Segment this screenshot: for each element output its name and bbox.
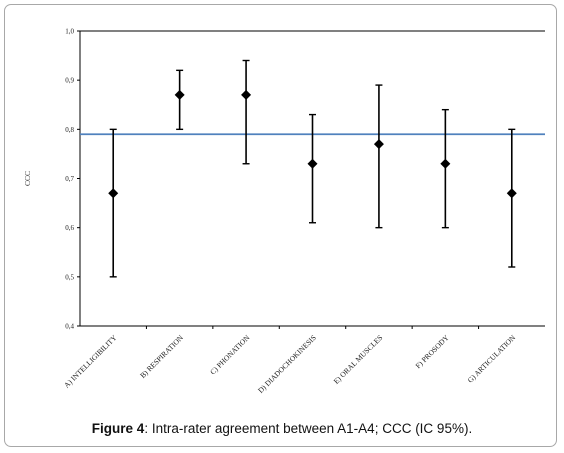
category-label: E) ORAL MUSCLES (332, 333, 385, 386)
figure-frame (4, 4, 557, 447)
y-ticks (77, 30, 80, 327)
caption-text: : Intra-rater agreement between A1-A4; C… (144, 421, 473, 436)
figure-label: Figure 4 (91, 421, 145, 436)
category-labels: A) INTELLIGIBILITY B) RESPIRATION C) PHONA… (62, 333, 518, 395)
y-tick-label: 1,0 (65, 28, 74, 36)
y-tick-label: 0,6 (65, 224, 74, 232)
y-axis-title: CCC (23, 171, 32, 186)
data-points (108, 89, 517, 199)
category-label: A) INTELLIGIBILITY (62, 333, 119, 390)
category-label: B) RESPIRATION (138, 333, 185, 380)
data-point (506, 188, 517, 199)
figure-caption: Figure 4: Intra-rater agreement between … (0, 421, 564, 436)
category-label: F) PROSODY (414, 333, 452, 371)
category-label: C) PHONATION (208, 333, 252, 377)
y-tick-label: 0,9 (65, 77, 74, 85)
y-tick-labels: 0,4 0,5 0,6 0,7 0,8 0,9 1,0 (65, 28, 74, 331)
y-tick-label: 0,8 (65, 126, 74, 134)
data-point (307, 158, 318, 169)
category-label: G) ARTICULATION (466, 333, 518, 385)
y-tick-label: 0,7 (65, 175, 74, 183)
data-point (373, 139, 384, 150)
error-bars (109, 59, 516, 278)
category-label: D) DIADOCHOKINESIS (256, 333, 318, 395)
data-point (174, 89, 185, 100)
data-point (241, 89, 252, 100)
y-tick-label: 0,4 (65, 323, 74, 331)
y-tick-label: 0,5 (65, 273, 74, 281)
data-point (440, 158, 451, 169)
data-point (108, 188, 119, 199)
